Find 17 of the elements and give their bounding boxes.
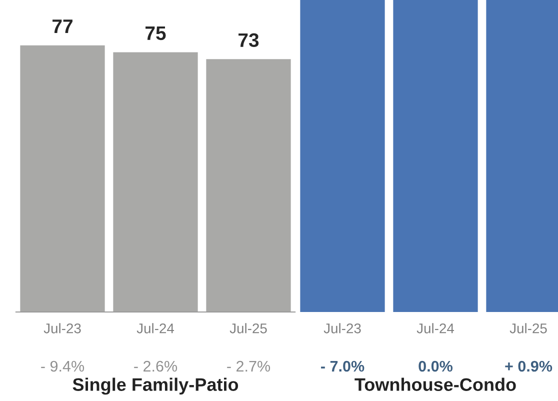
x-tick-label: Jul-24 <box>416 323 454 334</box>
data-label: 77 <box>52 20 72 33</box>
x-tick-label: Jul-25 <box>510 323 547 334</box>
data-label: 75 <box>146 26 166 40</box>
x-axis-title: Townhouse-Condo <box>354 378 516 391</box>
x-tick-label: Jul-23 <box>324 323 361 334</box>
text: + 0.9% <box>505 360 552 372</box>
x-tick-label: Jul-24 <box>136 323 174 334</box>
x-tick-label: Jul-23 <box>44 323 81 334</box>
x-tick-label: Jul-25 <box>230 323 267 334</box>
text: - 7.0% <box>321 360 364 372</box>
text: - 9.4% <box>41 360 84 372</box>
text: - 2.6% <box>134 360 178 372</box>
text: - 2.7% <box>227 360 270 372</box>
text: 0.0% <box>418 360 453 372</box>
x-axis-title: Single Family-Patio <box>72 378 238 395</box>
data-label: 73 <box>238 33 259 48</box>
